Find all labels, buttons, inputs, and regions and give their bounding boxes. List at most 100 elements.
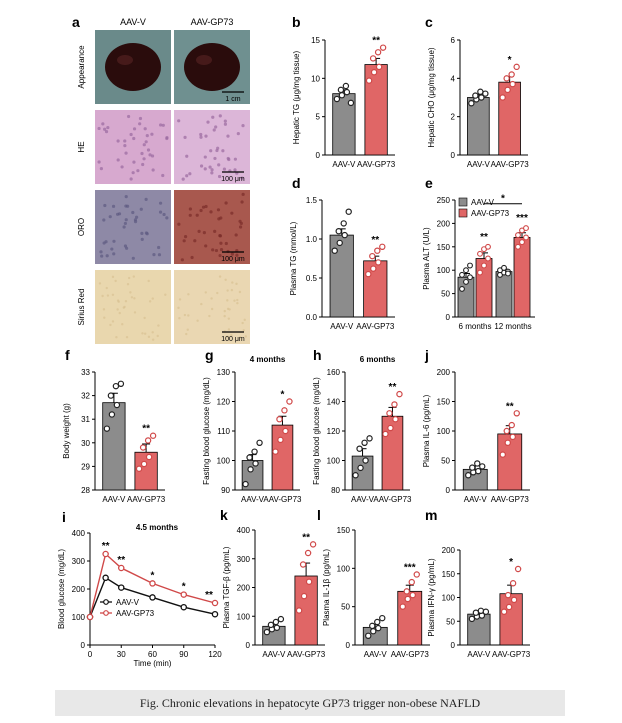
tissue-cell xyxy=(146,148,151,152)
data-point xyxy=(282,427,289,435)
y-tick-label: 29 xyxy=(81,462,90,471)
panel-h: h 6 months 80 100 120 140 160 Fasting blood glu… xyxy=(312,347,412,504)
data-point xyxy=(477,607,485,615)
scale-bar-label: 100 μm xyxy=(221,336,245,343)
y-tick-label: 1.5 xyxy=(306,196,318,205)
data-point xyxy=(276,416,283,423)
y-tick-label: 100 xyxy=(437,427,451,436)
data-point xyxy=(467,274,473,281)
series-line xyxy=(89,552,216,618)
tissue-cell xyxy=(188,207,192,211)
legend-swatch xyxy=(458,197,468,207)
panel-e: e 0 50 100 150 200 250 Plasma ALT (U/L) 6 months… xyxy=(422,175,535,331)
tissue-cell xyxy=(227,317,231,320)
y-tick-label: 0.5 xyxy=(306,274,318,283)
tissue-cell xyxy=(117,300,120,303)
row-label: Appearance xyxy=(77,45,86,89)
tissue-cell xyxy=(97,160,101,164)
tissue-cell xyxy=(165,216,169,220)
y-tick-label: 4 xyxy=(451,74,456,83)
y-tick-label: 200 xyxy=(437,219,451,228)
tissue-cell xyxy=(213,229,217,233)
significance-mark: * xyxy=(508,55,512,66)
data-point xyxy=(463,278,469,285)
tissue-cell xyxy=(123,221,128,226)
significance-mark: ** xyxy=(205,590,213,601)
x-tick-label: AAV-GP73 xyxy=(127,495,166,504)
data-point xyxy=(118,584,125,591)
tissue-cell xyxy=(221,149,225,153)
significance-mark: ** xyxy=(302,532,310,543)
tissue-cell xyxy=(185,174,189,178)
data-point xyxy=(485,255,491,262)
tissue-cell xyxy=(131,210,135,215)
tissue-cell xyxy=(238,290,242,294)
tissue-cell xyxy=(217,174,222,179)
data-point xyxy=(510,596,518,604)
tissue-cell xyxy=(188,172,192,176)
y-tick-label: 250 xyxy=(437,196,451,205)
y-tick-label: 0 xyxy=(446,486,451,495)
bar xyxy=(498,81,521,156)
data-point xyxy=(361,439,368,446)
panel-f: f 28 29 30 31 32 33 Body weight (g) AAV-V AAV-GP7… xyxy=(62,347,166,504)
tissue-cell xyxy=(199,208,203,213)
tissue-cell xyxy=(238,225,243,229)
y-axis-label: Fasting blood glucose (mg/dL) xyxy=(202,377,211,485)
panel-c: c 0 2 4 6 Hepatic CHO (μg/mg tissue) AAV-V AAV-… xyxy=(425,14,529,169)
tissue-cell xyxy=(230,211,234,215)
tissue-cell xyxy=(142,157,146,161)
tissue-cell xyxy=(182,239,186,243)
data-point xyxy=(523,225,529,232)
tissue-cell xyxy=(234,233,238,237)
tissue-cell xyxy=(235,248,239,253)
tissue-cell xyxy=(228,308,231,311)
data-point xyxy=(118,564,125,572)
data-point xyxy=(335,227,342,235)
y-tick-label: 30 xyxy=(81,439,90,448)
data-point xyxy=(379,44,387,51)
tissue-cell xyxy=(233,157,237,161)
y-tick-label: 100 xyxy=(72,613,86,622)
tissue-cell xyxy=(231,281,234,284)
tissue-cell xyxy=(186,328,189,331)
data-point xyxy=(365,270,372,278)
liver-highlight xyxy=(196,55,212,65)
tissue-cell xyxy=(152,253,156,257)
panel-letter: m xyxy=(425,507,437,523)
data-point xyxy=(370,68,378,76)
y-tick-label: 300 xyxy=(237,555,251,564)
tissue-cell xyxy=(141,162,145,167)
panel-letter: b xyxy=(292,14,301,30)
tissue-cell xyxy=(140,151,144,156)
tissue-cell xyxy=(111,275,115,279)
data-point xyxy=(149,594,156,601)
tissue-cell xyxy=(111,204,116,208)
tissue-cell xyxy=(226,335,229,338)
tissue-cell xyxy=(230,288,234,292)
row-label: ORO xyxy=(77,218,86,236)
panel-k: k 0 100 200 300 400 Plasma TGF-β (pg/mL) AAV-V A… xyxy=(220,507,326,659)
tissue-cell xyxy=(143,332,147,335)
tissue-cell xyxy=(241,192,245,196)
tissue-cell xyxy=(227,157,231,162)
tissue-cell xyxy=(199,135,203,139)
tissue-cell xyxy=(133,220,138,224)
tissue-cell xyxy=(241,124,245,128)
tissue-cell xyxy=(158,201,163,205)
tissue-cell xyxy=(206,120,210,124)
tissue-cell xyxy=(214,125,218,129)
y-tick-label: 50 xyxy=(441,457,450,466)
data-point xyxy=(504,591,512,599)
y-tick-label: 130 xyxy=(217,368,231,377)
y-tick-label: 100 xyxy=(327,457,341,466)
tissue-cell xyxy=(112,239,116,243)
y-tick-label: 0 xyxy=(346,641,351,650)
tissue-cell xyxy=(208,165,212,169)
tissue-cell xyxy=(210,297,213,300)
data-point xyxy=(504,439,511,446)
tissue-cell xyxy=(164,293,167,296)
tissue-cell xyxy=(105,254,109,258)
data-point xyxy=(519,239,525,246)
tissue-cell xyxy=(110,247,114,251)
